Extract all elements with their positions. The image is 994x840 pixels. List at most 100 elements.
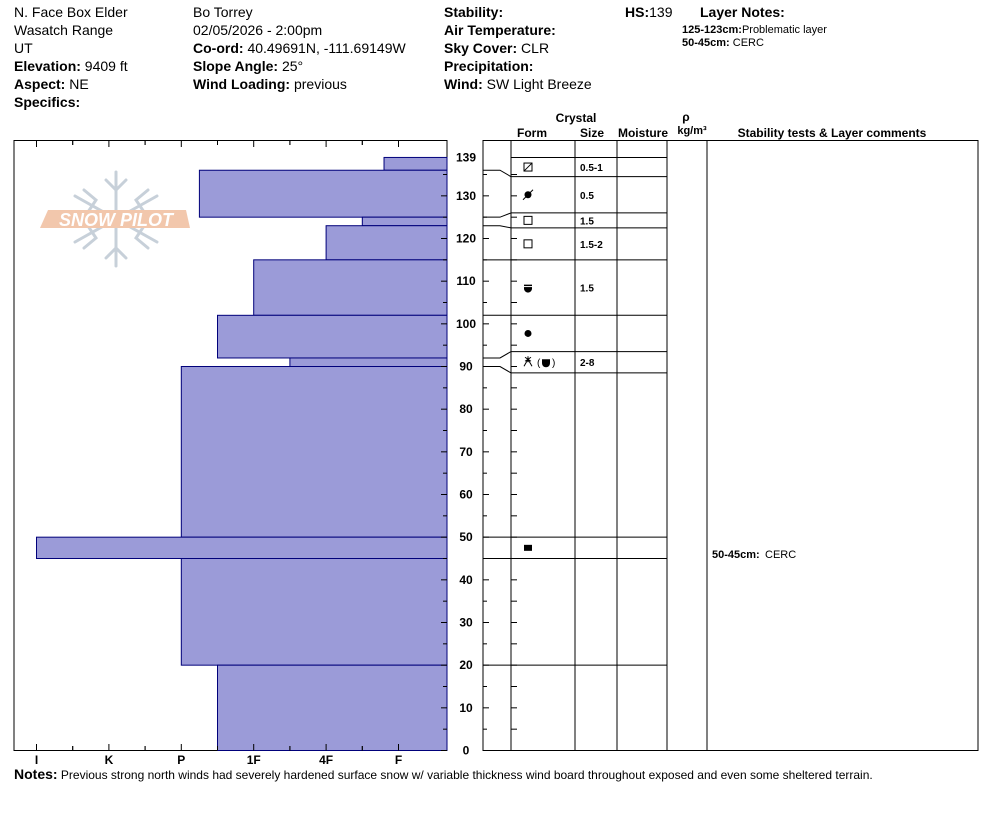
elevation-label: Elevation: <box>14 58 81 74</box>
hardness-bar-11 <box>217 664 448 752</box>
coordinates: Co-ord: 40.49691N, -111.69149W <box>193 39 406 57</box>
crystal-table: 0.5-1 0.5 1.5 1.5-2 1.5 () 2-8 <box>482 140 979 751</box>
layer-note-1: 125-123cm:Problematic layer <box>682 24 827 36</box>
crystal-form-icon <box>522 189 534 201</box>
wind-loading-label: Wind Loading: <box>193 76 291 92</box>
y-label-40: 40 <box>459 573 473 587</box>
hardness-bar-5 <box>253 259 448 316</box>
stability-label: Stability: <box>444 4 504 20</box>
crystal-form-icon <box>524 284 532 293</box>
crystal-form-icon <box>523 162 533 172</box>
mountain-range: Wasatch Range <box>14 22 114 38</box>
layer-note-1-text: Problematic layer <box>741 24 827 36</box>
specifics: Specifics: <box>14 93 80 111</box>
notes: Notes: Previous strong north winds had s… <box>14 766 873 782</box>
layer-connector-6 <box>483 351 512 359</box>
crystal-size-5: 1.5 <box>580 284 594 295</box>
crystal-table-frame <box>482 140 979 751</box>
precip-label: Precipitation: <box>444 58 534 74</box>
density-unit-header: kg/m³ <box>677 125 707 137</box>
crystal-size-1: 0.5-1 <box>580 163 603 174</box>
hardness-bar-2 <box>198 169 448 218</box>
x-label-4F: 4F <box>319 753 333 767</box>
stability-comment-text: CERC <box>765 549 796 561</box>
crystal-form-icon <box>523 356 533 367</box>
precipitation: Precipitation: <box>444 57 533 75</box>
form-header: Form <box>517 126 547 140</box>
y-label-20: 20 <box>459 658 473 672</box>
observer: Bo Torrey <box>193 4 253 20</box>
y-label-110: 110 <box>456 274 476 288</box>
crystal-form-icon <box>523 162 533 172</box>
stability-comment-range: 50-45cm: <box>712 549 760 561</box>
elevation: Elevation: 9409 ft <box>14 57 128 75</box>
layer-connector-3 <box>483 225 512 229</box>
y-label-30: 30 <box>459 616 473 630</box>
moisture-header: Moisture <box>618 126 668 140</box>
hardness-bar-1 <box>383 156 448 171</box>
crystal-form-icon <box>524 544 532 551</box>
x-label-1F: 1F <box>247 753 261 767</box>
layer-note-2-text: CERC <box>732 37 764 49</box>
notes-text: Previous strong north winds had severely… <box>60 768 873 782</box>
sky-value: CLR <box>521 40 550 56</box>
aspect-value: NE <box>69 76 89 92</box>
y-label-130: 130 <box>456 189 476 203</box>
aspect: Aspect: NE <box>14 75 89 93</box>
y-label-100: 100 <box>456 317 476 331</box>
y-label-139: 139 <box>456 150 476 164</box>
crystal-size-3: 1.5 <box>580 216 594 227</box>
layer-connector-7 <box>483 366 512 374</box>
wind: Wind: SW Light Breeze <box>444 75 592 93</box>
coord-label: Co-ord: <box>193 40 244 56</box>
y-label-70: 70 <box>459 445 473 459</box>
date-time: 02/05/2026 - 2:00pm <box>193 22 323 38</box>
specifics-label: Specifics: <box>14 94 81 110</box>
x-label-I: I <box>35 753 38 767</box>
logo-text: SNOW PILOT <box>59 210 175 230</box>
layer-note-2: 50-45cm: CERC <box>682 37 764 49</box>
stability-comments-header: Stability tests & Layer comments <box>738 126 927 140</box>
wind-loading: Wind Loading: previous <box>193 75 347 93</box>
hardness-axis-ticks: I K P 1F 4F F <box>35 140 402 767</box>
hs-label: HS: <box>625 4 650 20</box>
crystal-size-7: 2-8 <box>580 358 595 369</box>
layer-connector-1 <box>483 169 512 178</box>
crystal-form-icon <box>542 359 550 368</box>
y-label-10: 10 <box>459 701 473 715</box>
hardness-bar-3 <box>361 216 448 227</box>
y-label-0: 0 <box>463 744 470 758</box>
hardness-bar-4 <box>325 225 448 261</box>
x-label-P: P <box>177 753 185 767</box>
sky-label: Sky Cover: <box>444 40 518 56</box>
notes-label: Notes: <box>14 766 58 782</box>
hardness-bars <box>36 156 448 752</box>
wind-label: Wind: <box>444 76 483 92</box>
y-label-50: 50 <box>459 530 473 544</box>
air-temperature: Air Temperature: <box>444 21 556 39</box>
rho-header: ρ <box>682 110 689 124</box>
crystal-form-secondary: ( <box>537 358 541 369</box>
x-label-K: K <box>105 753 114 767</box>
wind-value: SW Light Breeze <box>486 76 592 92</box>
hardness-bar-6 <box>217 314 448 359</box>
hardness-bar-10 <box>180 558 448 666</box>
height-axis: 0 10 20 30 40 50 60 70 80 90 100 110 120 130 139 <box>441 150 517 758</box>
snow-height: HS:139 <box>625 3 672 21</box>
x-label-F: F <box>395 753 402 767</box>
air-temp-label: Air Temperature: <box>444 22 556 38</box>
layer-note-1-range: 125-123cm: <box>682 24 742 36</box>
layer-notes-title: Layer Notes: <box>700 4 785 20</box>
layer-connector-2 <box>483 212 512 218</box>
state: UT <box>14 40 33 56</box>
stability: Stability: <box>444 3 503 21</box>
crystal-size-4: 1.5-2 <box>580 240 603 251</box>
crystal-size-2: 0.5 <box>580 191 594 202</box>
hardness-bar-9 <box>36 536 448 560</box>
location-name: N. Face Box Elder <box>14 4 128 20</box>
snowpilot-logo: SNOW PILOT <box>40 170 190 268</box>
crystal-header: Crystal <box>556 111 597 125</box>
hardness-bar-8 <box>180 366 448 538</box>
sky-cover: Sky Cover: CLR <box>444 39 549 57</box>
aspect-label: Aspect: <box>14 76 66 92</box>
